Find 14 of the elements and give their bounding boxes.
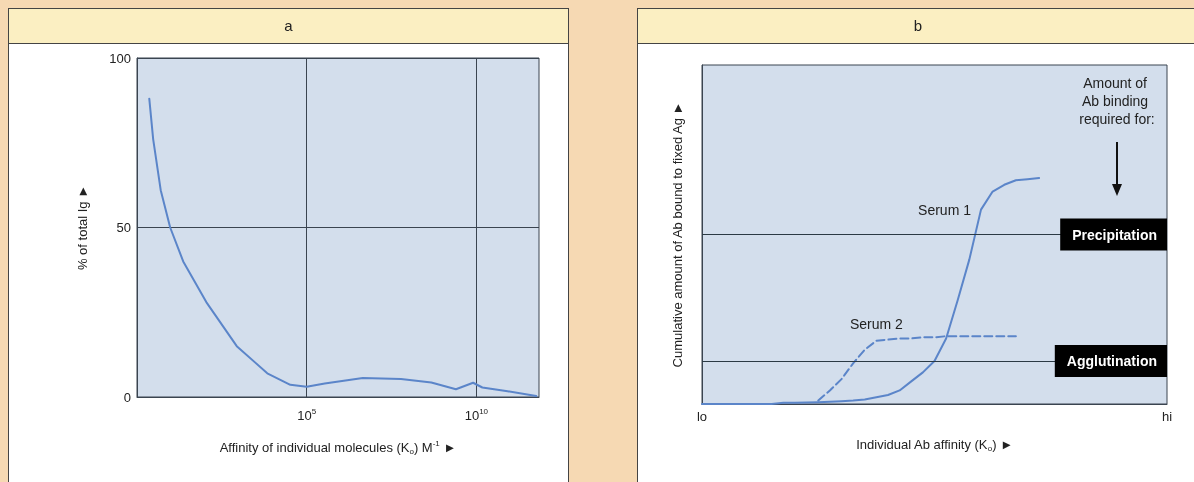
chart-title: a — [9, 9, 568, 44]
x-tick-label: lo — [696, 409, 708, 424]
y-axis-title: % of total Ig ► — [75, 184, 90, 271]
y-tick-label: 0 — [123, 389, 131, 405]
y-tick-label: 50 — [116, 220, 131, 235]
series-label: Serum 2 — [849, 315, 904, 332]
y-axis-title: Cumulative amount of Ab bound to fixed Ag ► — [670, 101, 685, 368]
text: Amount of Ab binding required for: — [1079, 75, 1155, 127]
x-tick-label: hi — [1161, 409, 1173, 424]
chart-title: b — [638, 9, 1194, 44]
ref-line-label: Agglutination — [1066, 353, 1157, 370]
ref-line-label: Precipitation — [1072, 226, 1157, 243]
y-tick-label: 100 — [109, 50, 131, 66]
series-label: Serum 1 — [918, 201, 972, 218]
